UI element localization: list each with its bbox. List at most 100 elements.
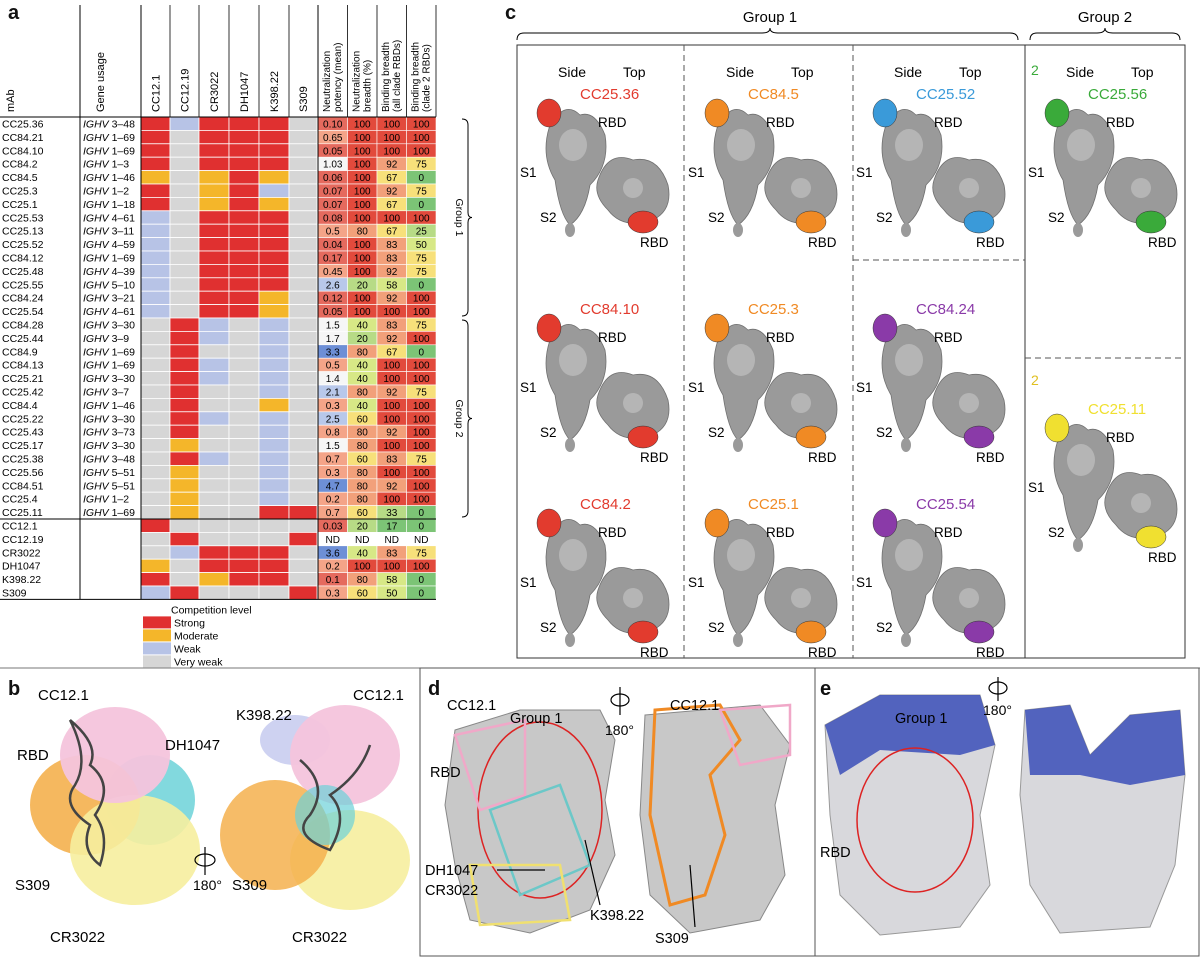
value-text: 67 (386, 347, 398, 358)
table-row: CC25.48 IGHV 4–39 0.45 100 92 75 (2, 263, 437, 279)
value-text: 0.07 (323, 187, 343, 198)
value-text: 0.3 (326, 468, 340, 479)
rbd-label: RBD (766, 525, 795, 540)
competition-cell (228, 424, 260, 440)
value-text: 0.12 (323, 294, 343, 305)
s1-label: S1 (856, 165, 873, 180)
value-text: 75 (416, 160, 428, 171)
rbd-backbone (68, 719, 106, 868)
value-text: 0.1 (326, 575, 340, 586)
competition-cell (169, 223, 200, 238)
row-gene-usage: IGHV 4–39 (83, 266, 135, 278)
competition-cell (140, 183, 171, 198)
competition-cell (228, 290, 260, 306)
value-text: 0 (418, 280, 424, 291)
group1-epitope-ellipse (856, 747, 974, 893)
competition-cell (258, 290, 290, 306)
em-cell-cc25-11: CC25.11 RBD S1 S2 RBD (1028, 401, 1178, 565)
competition-cell (169, 464, 200, 480)
row-mab-name: CC84.9 (2, 346, 38, 358)
table-row: CC25.54 IGHV 4–61 0.05 100 100 100 (2, 304, 437, 319)
value-text: 0 (418, 200, 424, 211)
value-text: 0.04 (323, 240, 343, 251)
competition-cell (198, 304, 230, 319)
table-row: CC84.12 IGHV 1–69 0.17 100 83 75 (2, 250, 437, 265)
side-label: Side (894, 64, 922, 80)
header-cc12-19: CC12.19 (180, 69, 192, 112)
s1-label: S1 (856, 575, 873, 590)
row-mab-name: CC25.52 (2, 239, 44, 251)
table-row: CC25.55 IGHV 5–10 2.6 20 58 0 (2, 277, 437, 292)
row-mab-name: CC25.11 (2, 507, 43, 519)
competition-cell (140, 304, 171, 319)
panel-e-surface-2 (1019, 704, 1186, 934)
competition-cell (140, 263, 171, 279)
value-text: 20 (357, 522, 369, 533)
header-dh1047: DH1047 (239, 72, 251, 112)
group2-bracket (1029, 27, 1181, 41)
value-text: 100 (354, 267, 371, 278)
competition-cell (169, 397, 200, 413)
svg-text:breadth (%): breadth (%) (363, 60, 374, 112)
competition-cell (228, 478, 260, 493)
competition-cell (198, 532, 230, 547)
svg-text:Neutralization: Neutralization (322, 51, 333, 112)
competition-cell (228, 451, 260, 466)
s1-label: S1 (1028, 480, 1045, 495)
competition-cell (198, 505, 230, 520)
table-row: CC25.53 IGHV 4–61 0.08 100 100 100 (2, 210, 437, 225)
competition-cell (140, 330, 171, 346)
side-label: Side (558, 64, 586, 80)
s1-label: S1 (688, 575, 705, 590)
competition-cell (169, 116, 200, 131)
rbd-label: RBD (976, 450, 1005, 465)
value-text: 100 (383, 374, 400, 385)
row-mab-name: CC84.21 (2, 132, 44, 144)
row-mab-name: DH1047 (2, 561, 41, 573)
competition-cell (140, 129, 171, 145)
row-gene-usage: IGHV 1–69 (83, 145, 135, 157)
competition-cell (140, 518, 171, 533)
mab-name: CC25.3 (748, 301, 799, 318)
panel-a-label: a (8, 2, 20, 24)
competition-cell (140, 250, 171, 265)
competition-cell (258, 210, 290, 225)
value-text: 100 (383, 213, 400, 224)
row-mab-name: CC25.13 (2, 226, 44, 238)
competition-cell (258, 263, 290, 279)
fab-density (872, 98, 898, 128)
competition-cell (288, 317, 318, 332)
value-text: 92 (386, 334, 398, 345)
value-text: 0.7 (326, 455, 340, 466)
competition-cell (169, 532, 200, 547)
group1-header: Group 1 (743, 9, 797, 26)
value-text: 4.7 (326, 481, 340, 492)
panel-b-label-6: CC12.1 (353, 687, 404, 704)
row-gene-usage: IGHV 3–7 (83, 387, 129, 399)
value-text: 100 (354, 120, 371, 131)
competition-cell (198, 545, 230, 560)
s2-label: S2 (1048, 525, 1065, 540)
row-mab-name: CC25.44 (2, 333, 44, 345)
rbd-label: RBD (934, 115, 963, 130)
value-text: 75 (416, 388, 428, 399)
value-text: 0.05 (323, 307, 343, 318)
competition-cell (258, 223, 290, 238)
competition-cell (258, 277, 290, 292)
competition-cell (169, 518, 200, 533)
competition-cell (228, 344, 260, 359)
row-mab-name: CC25.17 (2, 440, 44, 452)
header-gene-usage: Gene usage (95, 52, 107, 112)
mab-name: CC25.54 (916, 496, 975, 513)
competition-cell (169, 277, 200, 292)
value-text: 67 (386, 200, 398, 211)
fab-density (963, 210, 995, 234)
competition-cell (258, 451, 290, 466)
competition-cell (169, 129, 200, 145)
svg-text:Weak: Weak (174, 643, 201, 655)
fab-density (704, 508, 730, 538)
panel-d-label-4: CR3022 (425, 883, 478, 899)
header-cc12-1: CC12.1 (151, 75, 163, 112)
competition-cell (288, 290, 318, 306)
competition-cell (258, 397, 290, 413)
